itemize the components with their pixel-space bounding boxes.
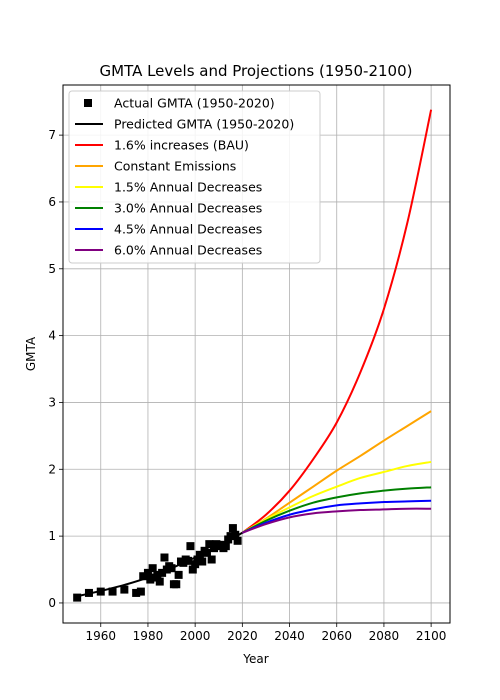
data-point: [139, 572, 148, 581]
legend-label: Predicted GMTA (1950-2020): [114, 117, 294, 132]
x-tick-label: 2020: [227, 629, 258, 643]
y-tick-label: 7: [48, 128, 56, 142]
series-line: [76, 531, 243, 598]
legend: Actual GMTA (1950-2020) Predicted GMTA (1…: [68, 90, 321, 264]
legend-label: 1.5% Annual Decreases: [114, 180, 262, 195]
series-line: [241, 507, 432, 534]
data-point: [120, 585, 129, 594]
legend-entry: Actual GMTA (1950-2020): [84, 96, 275, 111]
legend-entry: Constant Emissions: [75, 159, 236, 174]
data-point: [228, 524, 237, 533]
x-axis: 1960 1980 2000 2020 2040 2060 2080 2100: [85, 623, 446, 643]
legend-entry: 3.0% Annual Decreases: [75, 201, 262, 216]
series-line: [241, 499, 432, 534]
legend-entry: 1.6% increases (BAU): [75, 138, 249, 153]
data-point: [186, 542, 195, 551]
plot-frame: [62, 84, 451, 624]
legend-label: Constant Emissions: [114, 159, 236, 174]
series-4: [241, 460, 432, 534]
legend-entry: 4.5% Annual Decreases: [75, 222, 262, 237]
x-axis-label: Year: [242, 652, 268, 666]
data-point: [108, 587, 117, 596]
legend-marker: [84, 99, 92, 107]
data-point: [226, 532, 235, 541]
data-point: [148, 564, 157, 573]
legend-label: 3.0% Annual Decreases: [114, 201, 262, 216]
data-point: [146, 575, 155, 584]
legend-label: 4.5% Annual Decreases: [114, 222, 262, 237]
series-1: [76, 531, 243, 598]
data-point: [132, 588, 141, 597]
legend-label: 1.6% increases (BAU): [114, 138, 249, 153]
data-point: [73, 593, 82, 602]
data-point: [231, 530, 240, 539]
legend-entry: 1.5% Annual Decreases: [75, 180, 262, 195]
data-point: [172, 580, 181, 589]
data-point: [205, 540, 214, 549]
series-6: [241, 499, 432, 534]
series-line: [241, 460, 432, 534]
series-line: [241, 410, 432, 534]
data-point: [207, 555, 216, 564]
data-point: [136, 587, 145, 596]
x-tick-label: 1960: [85, 629, 116, 643]
legend-entry: 6.0% Annual Decreases: [75, 243, 262, 258]
x-tick-label: 2000: [180, 629, 211, 643]
y-tick-label: 0: [48, 596, 56, 610]
legend-label: 6.0% Annual Decreases: [114, 243, 262, 258]
series-line: [241, 486, 432, 534]
legend-entry: Predicted GMTA (1950-2020): [75, 117, 294, 132]
data-point: [221, 542, 230, 551]
data-point: [160, 553, 169, 562]
y-tick-label: 1: [48, 529, 56, 543]
x-tick-label: 2100: [416, 629, 447, 643]
y-tick-label: 6: [48, 195, 56, 209]
data-point: [193, 555, 202, 564]
series-5: [241, 486, 432, 534]
y-axis: 0 1 2 3 4 5 6 7: [48, 128, 63, 610]
series-3: [241, 410, 432, 534]
y-tick-label: 2: [48, 462, 56, 476]
x-tick-label: 2080: [369, 629, 400, 643]
y-tick-label: 4: [48, 329, 56, 343]
data-point: [191, 560, 200, 569]
series-line: [241, 109, 433, 534]
legend-label: Actual GMTA (1950-2020): [114, 96, 275, 111]
data-point: [198, 557, 207, 566]
chart-title: GMTA Levels and Projections (1950-2100): [100, 62, 413, 80]
series-7: [241, 507, 432, 534]
x-tick-label: 1980: [133, 629, 164, 643]
series-layer: [73, 109, 433, 602]
y-tick-label: 3: [48, 395, 56, 409]
series-2: [241, 109, 433, 534]
legend-box: [68, 90, 321, 264]
x-tick-label: 2040: [274, 629, 305, 643]
data-point: [233, 536, 242, 545]
data-point: [174, 570, 183, 579]
y-tick-label: 5: [48, 262, 56, 276]
data-point: [188, 565, 197, 574]
data-point: [155, 577, 164, 586]
x-tick-label: 2060: [321, 629, 352, 643]
y-axis-label: GMTA: [24, 336, 38, 371]
data-point: [143, 568, 152, 577]
